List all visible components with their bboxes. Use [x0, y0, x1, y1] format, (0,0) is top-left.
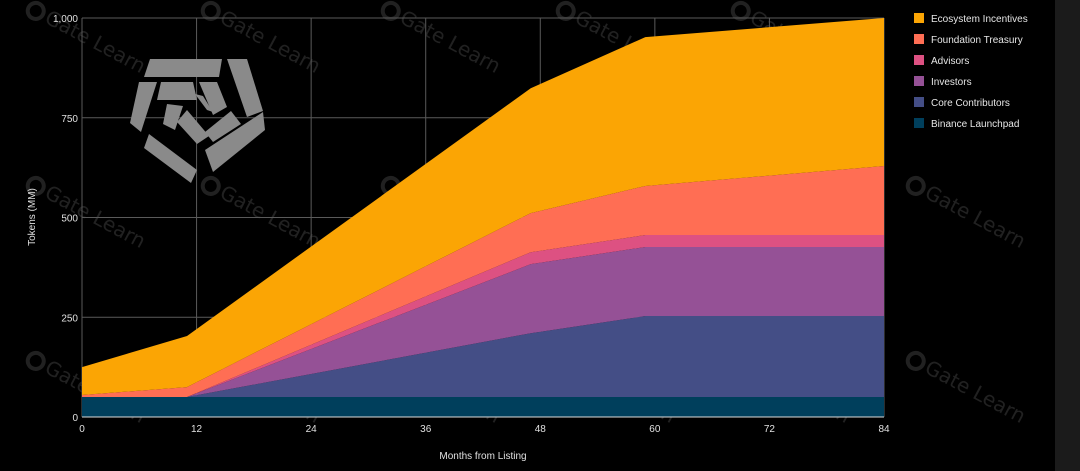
side-panel [1055, 0, 1080, 471]
watermark-text: Gate Learn [921, 355, 1030, 428]
legend-swatch [914, 55, 924, 65]
watermark-text: Gate Learn [921, 180, 1030, 253]
legend-swatch [914, 76, 924, 86]
gate-logo-icon [555, 0, 576, 21]
x-tick-label: 84 [878, 424, 890, 435]
legend-item: Advisors [914, 55, 969, 67]
area-investors [82, 247, 884, 398]
y-tick-label: 500 [61, 214, 78, 225]
gate-logo-icon [200, 0, 221, 21]
watermark-text: Gate Learn [396, 5, 505, 78]
legend-label: Core Contributors [931, 98, 1010, 109]
legend-swatch [914, 97, 924, 107]
x-axis-label: Months from Listing [439, 451, 526, 462]
legend-item: Investors [914, 76, 972, 88]
legend-swatch [914, 34, 924, 44]
x-tick-label: 36 [420, 424, 432, 435]
y-axis-label: Tokens (MM) [27, 188, 38, 246]
legend-item: Ecosystem Incentives [914, 13, 1028, 25]
gate-logo-icon [25, 175, 46, 196]
x-tick-label: 72 [764, 424, 776, 435]
watermark-text: Gate Learn [216, 180, 325, 253]
area-foundation-treasury [82, 166, 884, 398]
area-binance-launchpad [82, 397, 884, 417]
y-tick-label: 750 [61, 114, 78, 125]
y-tick-label: 0 [72, 413, 78, 424]
watermark: Gate Learn [25, 0, 150, 78]
gate-logo-icon [905, 350, 926, 371]
x-tick-label: 48 [535, 424, 547, 435]
pentagon-logo-icon [130, 59, 265, 183]
y-tick-label: 1,000 [53, 14, 78, 25]
legend-item: Foundation Treasury [914, 34, 1023, 46]
area-ecosystem-incentives [82, 18, 884, 396]
legend-label: Advisors [931, 56, 969, 67]
legend-label: Investors [931, 77, 972, 88]
areas [82, 18, 884, 417]
x-tick-label: 60 [649, 424, 661, 435]
gate-logo-icon [25, 0, 46, 21]
legend-swatch [914, 118, 924, 128]
watermark: Gate Learn [905, 350, 1030, 428]
legend-swatch [914, 13, 924, 23]
watermark-text: Gate Learn [41, 180, 150, 253]
legend-item: Binance Launchpad [914, 118, 1019, 130]
gate-logo-icon [25, 350, 46, 371]
gate-logo-icon [905, 175, 926, 196]
x-tick-label: 24 [306, 424, 318, 435]
legend-label: Foundation Treasury [931, 35, 1023, 46]
legend-label: Binance Launchpad [931, 119, 1019, 130]
watermark: Gate Learn [200, 175, 325, 253]
tick-labels: 0 12 24 36 48 60 72 84 0 250 500 750 1,000 [53, 14, 890, 435]
x-tick-label: 12 [191, 424, 203, 435]
gate-logo-icon [200, 175, 221, 196]
gate-logo-icon [730, 0, 751, 21]
legend-item: Core Contributors [914, 97, 1010, 109]
y-tick-label: 250 [61, 313, 78, 324]
gate-logo-icon [380, 0, 401, 21]
legend-label: Ecosystem Incentives [931, 14, 1028, 25]
watermark: Gate Learn [380, 0, 505, 78]
area-core-contributors [82, 316, 884, 398]
legend: Ecosystem Incentives Foundation Treasury A… [914, 13, 1028, 130]
x-tick-label: 0 [79, 424, 85, 435]
watermark: Gate Learn [25, 175, 150, 253]
watermark: Gate Learn [905, 175, 1030, 253]
